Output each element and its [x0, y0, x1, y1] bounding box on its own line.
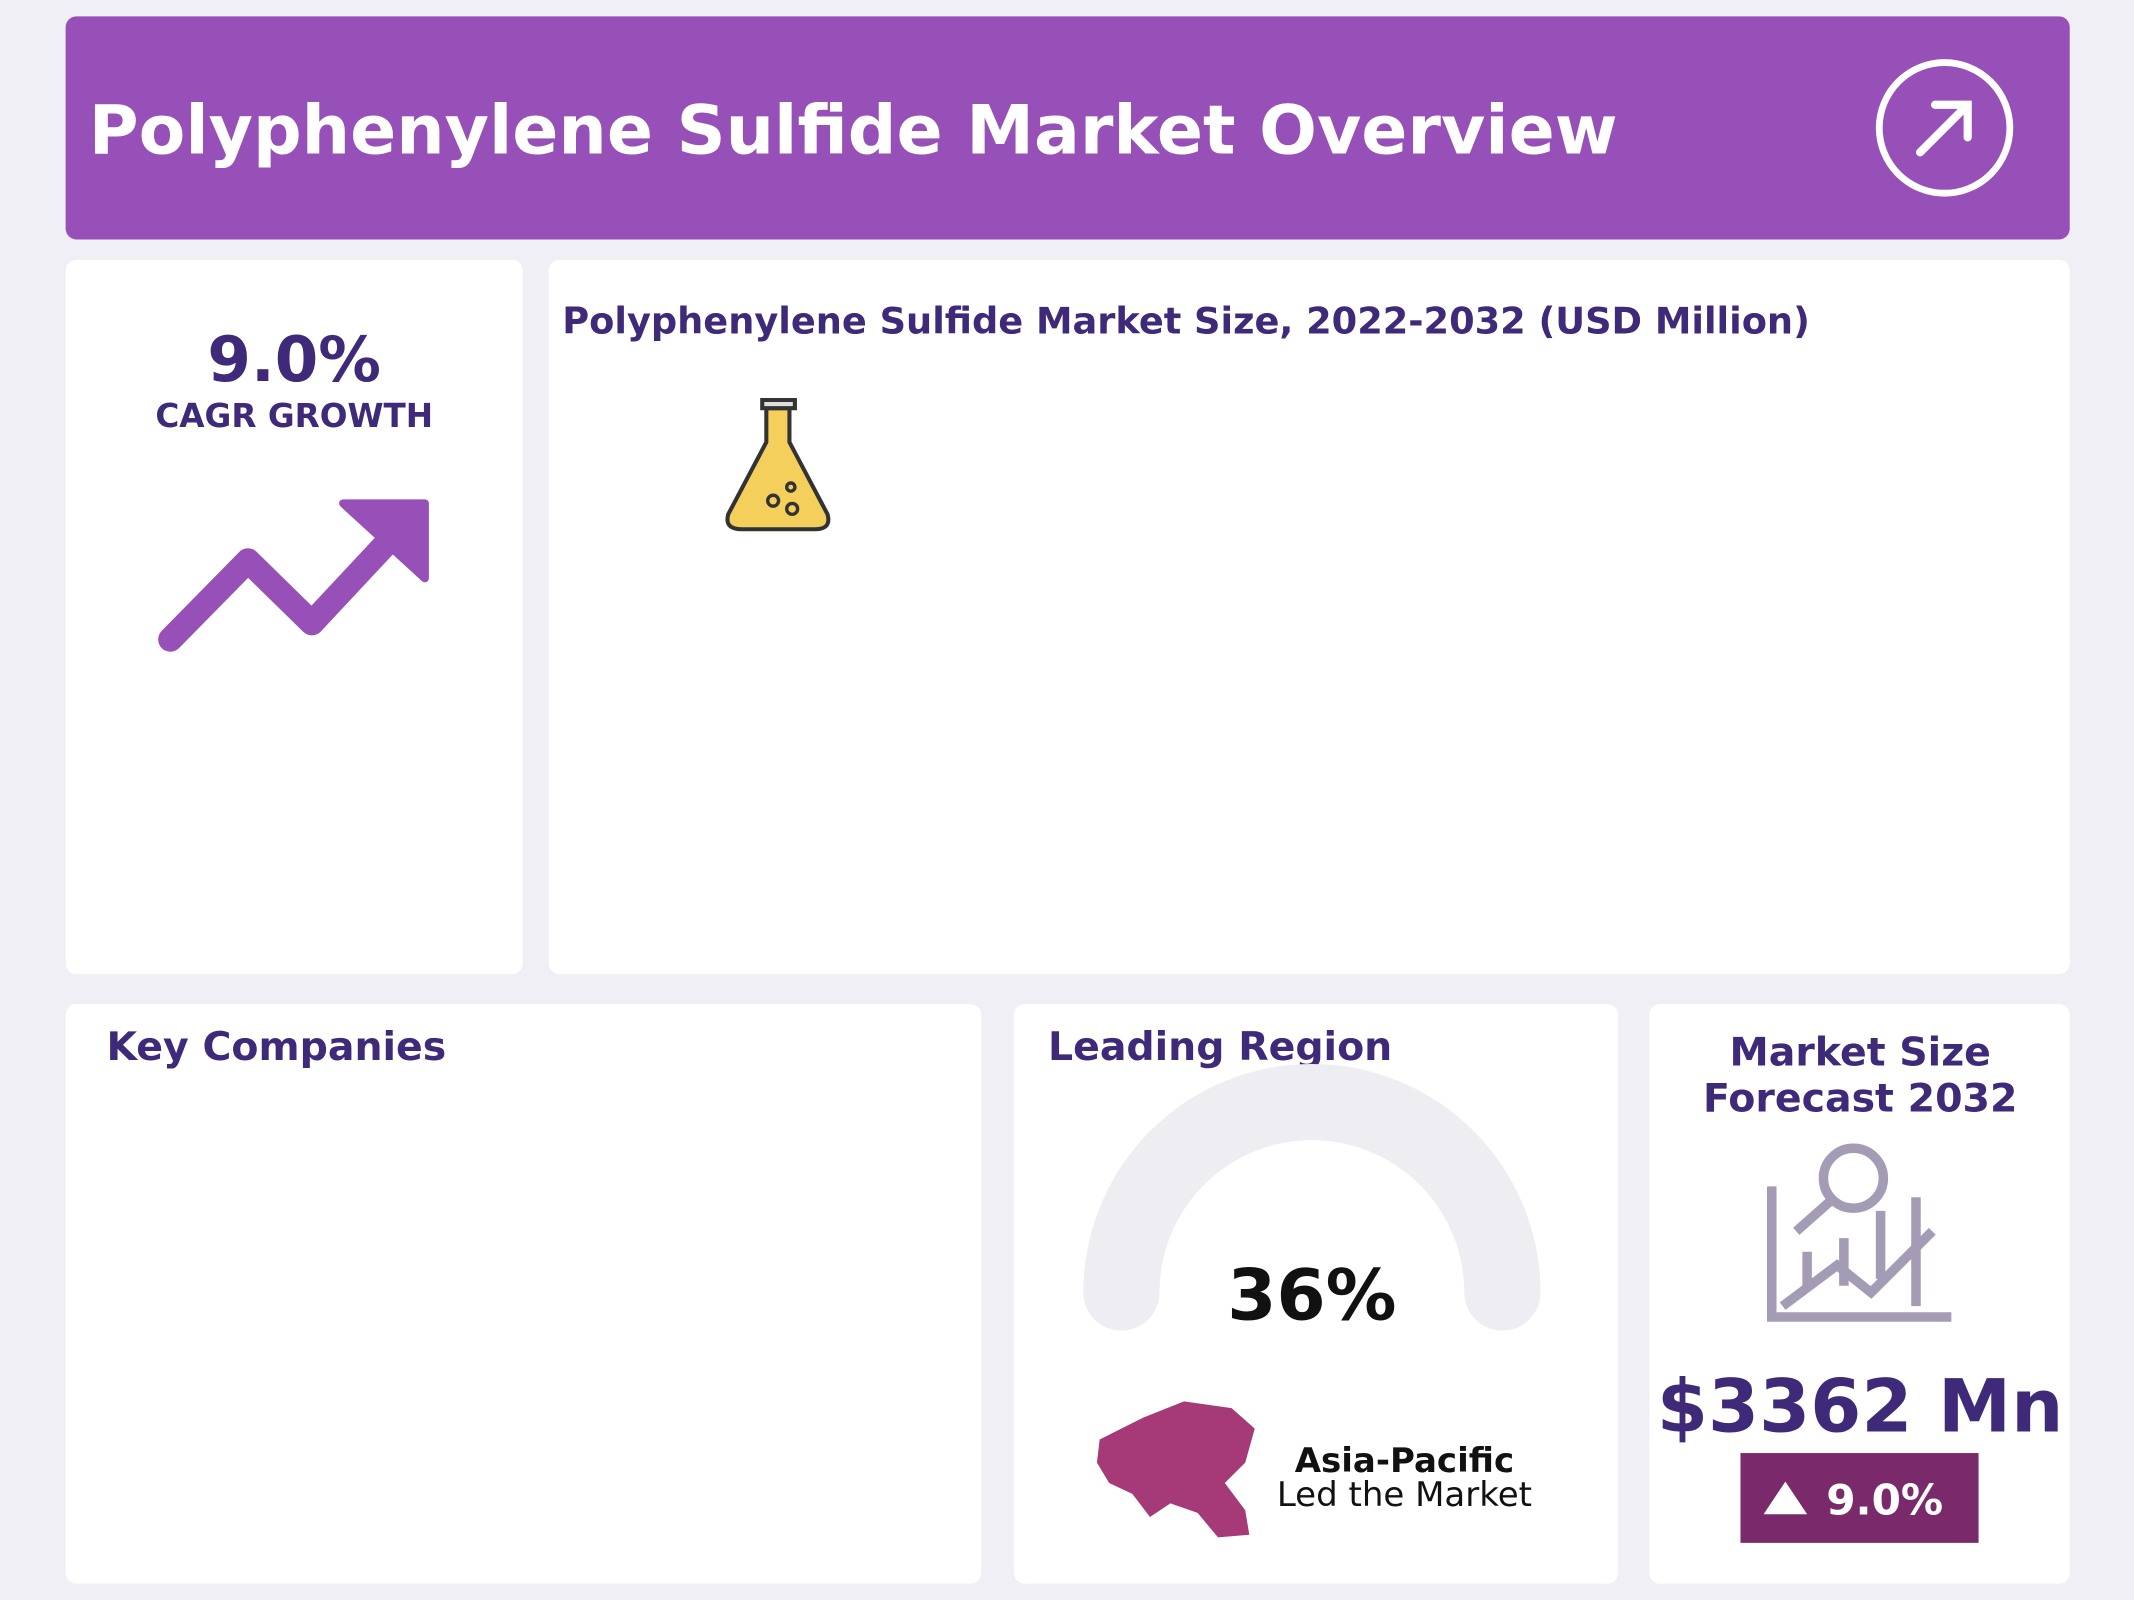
forecast-panel [1649, 1004, 2070, 1584]
flask-icon [725, 397, 831, 532]
trend-icon-head [339, 499, 429, 583]
map-icon [1096, 1401, 1255, 1538]
region-title: Leading Region [1048, 1024, 1392, 1070]
region-name: Asia-Pacific [1295, 1441, 1514, 1481]
growth-triangle [1763, 1481, 1808, 1515]
companies-title: Key Companies [106, 1024, 446, 1070]
forecast-title: Market Size [1729, 1029, 1990, 1075]
arrow-icon-glyph [1915, 100, 1972, 157]
gauge-track [1083, 1064, 1541, 1331]
header [65, 16, 2070, 240]
forecast-value: $3362 Mn [1657, 1364, 2064, 1449]
cagr-value: 9.0% [207, 323, 381, 396]
arrow-icon [1875, 59, 2014, 197]
region-share: 36% [1227, 1254, 1396, 1337]
companies-panel [65, 1004, 982, 1584]
forecast-title: Forecast 2032 [1703, 1076, 2017, 1122]
forecast-growth: 9.0% [1826, 1475, 1943, 1524]
forecast-icon [1766, 1143, 1952, 1322]
cagr-label: CAGR GROWTH [155, 397, 433, 435]
chart-title: Polyphenylene Sulfide Market Size, 2022-… [562, 299, 1810, 342]
region-caption: Led the Market [1277, 1475, 1532, 1515]
chart-panel [548, 259, 2070, 975]
page-title: Polyphenylene Sulfide Market Overview [89, 92, 1618, 171]
trend-icon [158, 507, 421, 652]
